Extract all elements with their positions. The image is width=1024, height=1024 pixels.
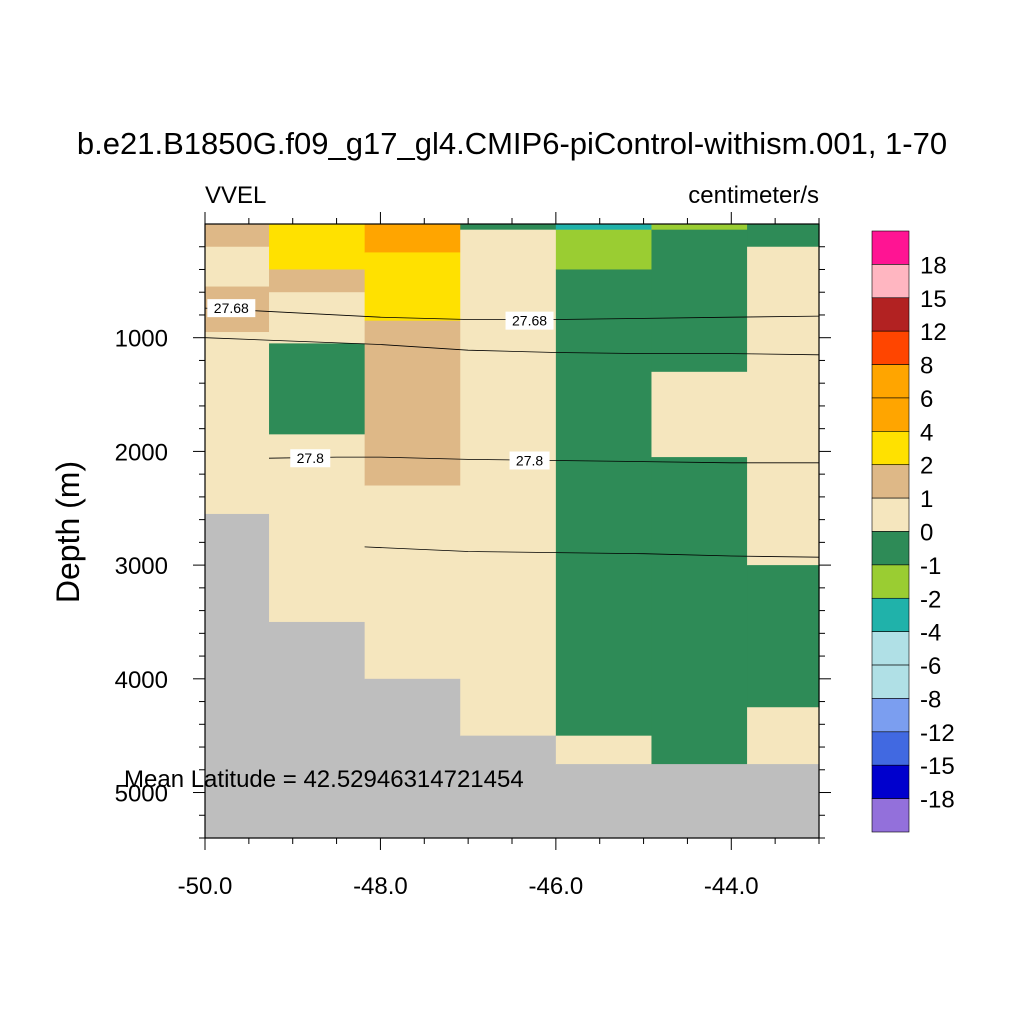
colorbar-swatch-17 xyxy=(871,798,910,833)
density-contours: 27.68 27.68 27.8 27.8 xyxy=(204,299,820,558)
heatmap-cell-4-4 xyxy=(555,764,653,839)
y-tick-label: 5000 xyxy=(115,781,168,808)
colorbar: 18 15 12 8 6 4 2 1 0 -1 -2 -4 -6 -8 -12 -15 -18 xyxy=(871,230,955,833)
x-tick-label: -44.0 xyxy=(704,873,759,900)
contour-label-2-0: 27.8 xyxy=(297,450,324,466)
heatmap-cell-6-1 xyxy=(747,246,820,566)
axis-ticks: -50.0 -48.0 -46.0 -44.0 1000 2000 3000 4000 5000 xyxy=(115,212,831,900)
heatmap-cell-3-2 xyxy=(460,735,557,839)
x-tick-label: -50.0 xyxy=(178,873,233,900)
heatmap-cell-2-3 xyxy=(364,485,461,680)
colorbar-swatch-2 xyxy=(871,297,910,332)
contour-line-3 xyxy=(364,546,820,558)
heatmap-cell-3-0 xyxy=(460,224,557,231)
y-tick-label: 4000 xyxy=(115,667,168,694)
colorbar-label-13: -8 xyxy=(920,686,941,713)
heatmap-cell-0-0 xyxy=(205,224,270,248)
heatmap-cell-6-4 xyxy=(747,764,820,839)
mean-latitude-annotation: Mean Latitude = 42.52946314721454 xyxy=(124,766,524,793)
colorbar-swatch-0 xyxy=(871,230,910,265)
colorbar-label-4: 6 xyxy=(920,386,933,413)
heatmap-cell-4-2 xyxy=(555,269,653,737)
contour-label-box-2-1 xyxy=(509,451,550,470)
y-tick-label: 2000 xyxy=(115,439,168,466)
heatmap-cell-6-2 xyxy=(747,565,820,708)
colorbar-swatch-1 xyxy=(871,264,910,299)
heatmap-cell-5-4 xyxy=(651,764,748,839)
colorbar-swatch-12 xyxy=(871,631,910,666)
heatmap-cell-5-3 xyxy=(651,457,748,765)
colorbar-swatch-15 xyxy=(871,731,910,766)
colorbar-label-3: 8 xyxy=(920,353,933,380)
contour-label-box-0-0 xyxy=(207,299,256,318)
heatmap-cell-3-1 xyxy=(460,229,557,737)
heatmap-cell-2-0 xyxy=(364,224,461,254)
x-tick-label: -46.0 xyxy=(529,873,584,900)
y-tick-label: 1000 xyxy=(115,326,168,353)
colorbar-swatch-6 xyxy=(871,431,910,466)
heatmap-cell-2-4 xyxy=(364,678,461,839)
colorbar-label-10: -2 xyxy=(920,586,941,613)
contour-label-2-1: 27.8 xyxy=(516,453,543,469)
heatmap-cell-0-3 xyxy=(205,332,270,515)
x-tick-label: -48.0 xyxy=(353,873,408,900)
colorbar-label-8: 0 xyxy=(920,520,933,547)
colorbar-swatch-11 xyxy=(871,597,910,632)
heatmap-cell-0-4 xyxy=(205,513,270,839)
colorbar-swatch-9 xyxy=(871,531,910,566)
variable-label: VVEL xyxy=(205,182,266,209)
colorbar-swatch-8 xyxy=(871,497,910,532)
colorbar-swatch-4 xyxy=(871,364,910,399)
colorbar-swatch-16 xyxy=(871,764,910,799)
colorbar-label-9: -1 xyxy=(920,553,941,580)
colorbar-label-1: 15 xyxy=(920,286,947,313)
colorbar-label-12: -6 xyxy=(920,653,941,680)
heatmap-cell-5-1 xyxy=(651,229,748,373)
contour-label-0-1: 27.68 xyxy=(512,313,547,329)
y-tick-label: 3000 xyxy=(115,553,168,580)
colorbar-swatch-3 xyxy=(871,330,910,365)
colorbar-swatch-7 xyxy=(871,464,910,499)
heatmap-cell-1-3 xyxy=(269,343,366,435)
heatmap-cell-4-3 xyxy=(555,735,653,765)
heatmap-cell-2-2 xyxy=(364,320,461,487)
colorbar-label-5: 4 xyxy=(920,419,933,446)
heatmap-cell-4-0 xyxy=(555,224,653,231)
heatmap-cell-1-5 xyxy=(269,621,366,839)
heatmap-cell-1-0 xyxy=(269,224,366,271)
colorbar-swatch-13 xyxy=(871,664,910,699)
colorbar-label-2: 12 xyxy=(920,319,947,346)
colorbar-swatch-10 xyxy=(871,564,910,599)
colorbar-label-16: -18 xyxy=(920,787,955,814)
heatmap-cell-6-3 xyxy=(747,707,820,765)
contour-label-0-0: 27.68 xyxy=(214,300,249,316)
chart-title: b.e21.B1850G.f09_g17_gl4.CMIP6-piControl… xyxy=(77,126,947,161)
heatmap-cell-5-2 xyxy=(651,371,748,458)
colorbar-label-11: -4 xyxy=(920,620,941,647)
heatmap-cell-1-1 xyxy=(269,269,366,293)
heatmap-cell-0-1 xyxy=(205,246,270,288)
heatmap-cell-1-2 xyxy=(269,292,366,344)
units-label: centimeter/s xyxy=(688,182,819,209)
heatmap-cell-4-1 xyxy=(555,229,653,271)
heatmap-cell-2-1 xyxy=(364,252,461,322)
contour-label-box-2-0 xyxy=(290,449,331,468)
colorbar-label-0: 18 xyxy=(920,252,947,279)
heatmap-cell-5-0 xyxy=(651,224,748,231)
colorbar-label-14: -12 xyxy=(920,720,955,747)
colorbar-swatch-5 xyxy=(871,397,910,432)
contour-label-box-0-1 xyxy=(505,311,554,330)
colorbar-label-7: 1 xyxy=(920,486,933,513)
colorbar-label-15: -15 xyxy=(920,753,955,780)
colorbar-swatch-14 xyxy=(871,698,910,733)
colorbar-label-6: 2 xyxy=(920,453,933,480)
contour-line-1 xyxy=(204,337,820,356)
y-axis-label: Depth (m) xyxy=(50,461,86,603)
heatmap-cell-6-0 xyxy=(747,224,820,248)
